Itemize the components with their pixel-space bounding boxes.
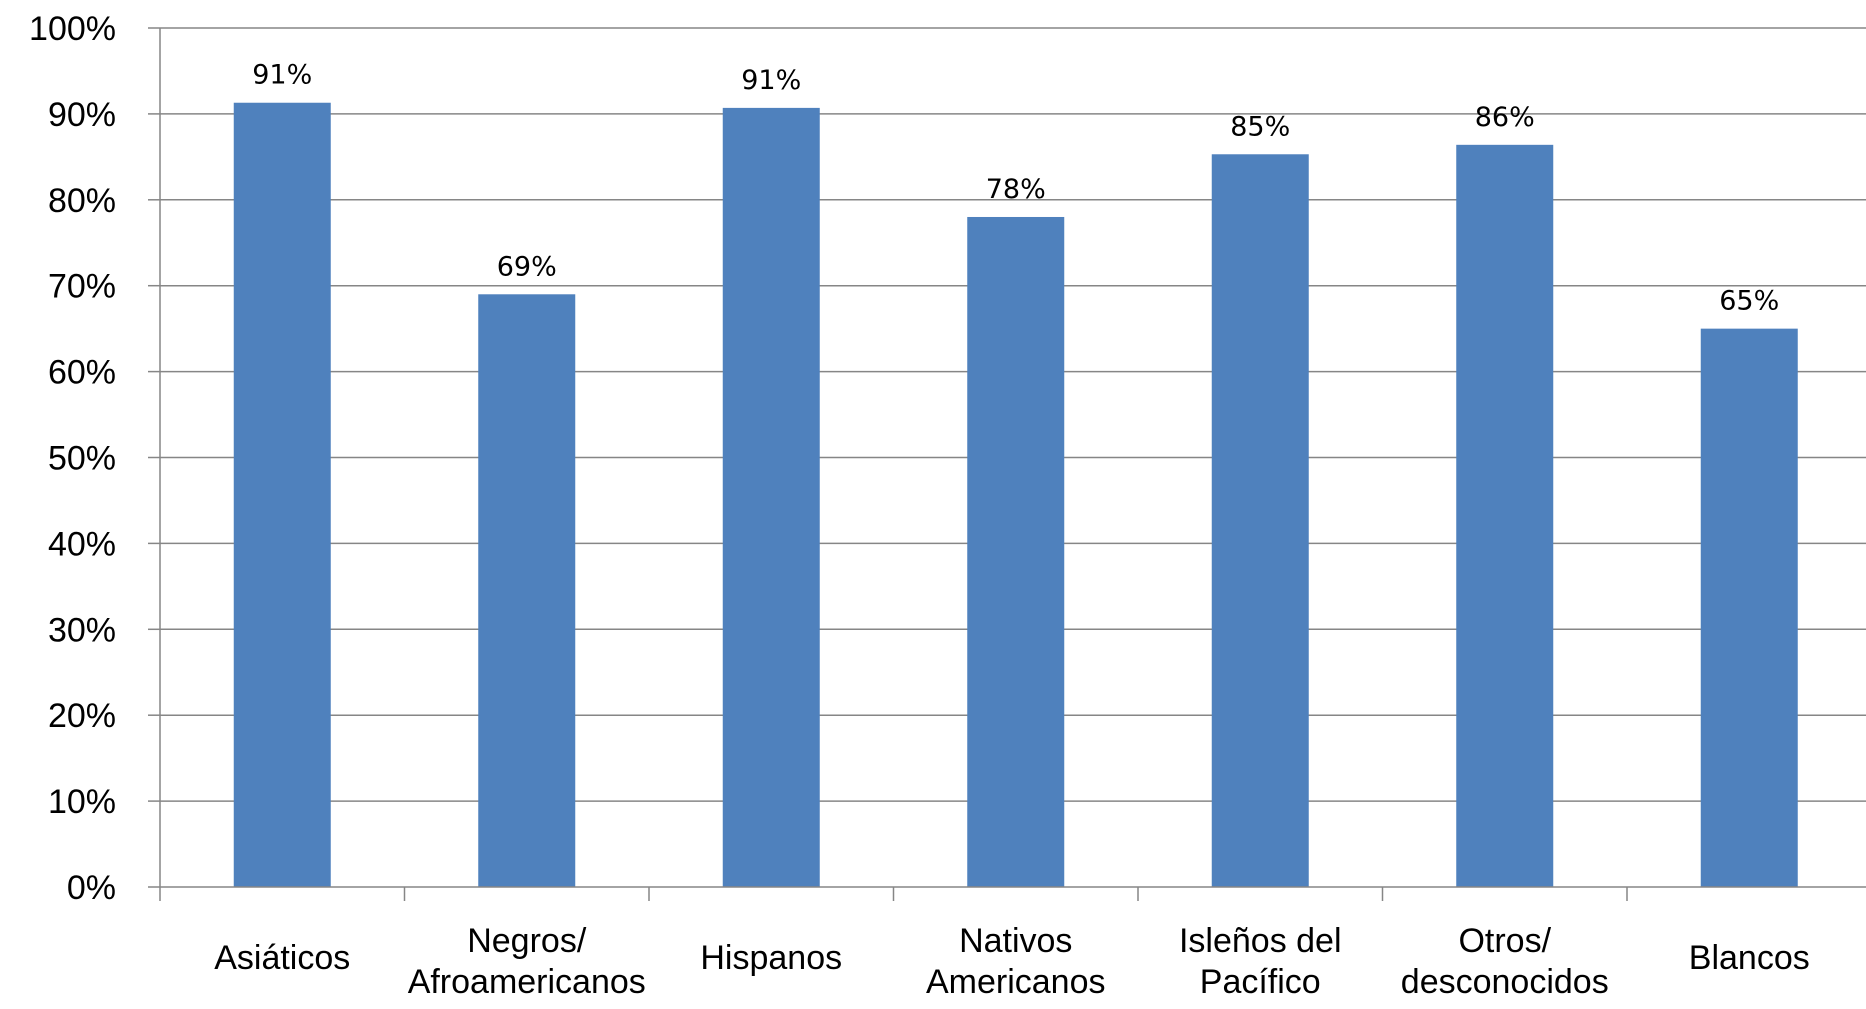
- data-label: 86%: [1475, 102, 1535, 133]
- bar: [1211, 154, 1309, 887]
- axes: [148, 27, 1866, 901]
- data-labels: 91% 69% 91% 78% 85% 86% 65%: [252, 60, 1779, 317]
- data-label: 78%: [986, 174, 1046, 205]
- bars: [233, 102, 1798, 888]
- y-tick-label: 60%: [48, 354, 116, 392]
- x-category-label: Nativos: [959, 922, 1072, 960]
- bar: [1700, 328, 1798, 887]
- y-tick-label: 30%: [48, 611, 116, 649]
- x-category-label: Asiáticos: [214, 939, 350, 977]
- x-category-label: Hispanos: [700, 939, 842, 977]
- x-category-label: Pacífico: [1200, 963, 1321, 1001]
- x-category-label: Otros/: [1458, 922, 1551, 960]
- data-label: 91%: [741, 65, 801, 96]
- y-tick-label: 100%: [29, 10, 116, 48]
- data-label: 69%: [497, 251, 557, 282]
- x-category-label: Blancos: [1689, 939, 1810, 977]
- y-tick-label: 0%: [67, 869, 116, 907]
- y-tick-label: 90%: [48, 96, 116, 134]
- bar: [1456, 144, 1554, 888]
- bar: [233, 102, 331, 887]
- y-tick-label: 20%: [48, 697, 116, 735]
- bar: [967, 216, 1065, 888]
- y-tick-label: 40%: [48, 525, 116, 563]
- x-category-labels: Asiáticos Negros/Afroamericanos Hispanos Na…: [214, 922, 1810, 1001]
- y-tick-label: 70%: [48, 268, 116, 306]
- x-category-label: Americanos: [926, 963, 1106, 1001]
- data-label: 91%: [252, 60, 312, 91]
- data-label: 85%: [1230, 111, 1290, 142]
- x-category-label: Isleños del: [1179, 922, 1342, 960]
- y-tick-labels: 0% 10% 20% 30% 40% 50% 60% 70% 80% 90% 100%: [29, 10, 116, 907]
- bar: [722, 107, 820, 887]
- x-category-label: Negros/: [467, 922, 587, 960]
- x-category-label: desconocidos: [1401, 963, 1609, 1001]
- y-tick-label: 80%: [48, 182, 116, 220]
- y-tick-label: 10%: [48, 783, 116, 821]
- y-tick-label: 50%: [48, 440, 116, 478]
- x-category-label: Afroamericanos: [408, 963, 646, 1001]
- data-label: 65%: [1719, 286, 1779, 317]
- bar: [478, 294, 576, 887]
